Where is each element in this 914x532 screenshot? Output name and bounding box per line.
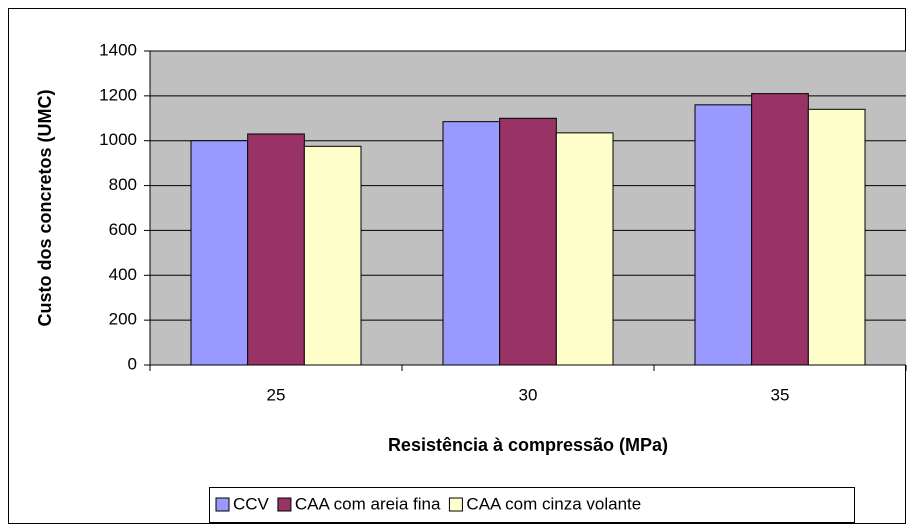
x-tick-label: 35 — [771, 385, 790, 404]
y-tick-label: 600 — [109, 220, 137, 239]
bar — [499, 117, 557, 366]
x-axis-title: Resistência à compressão (MPa) — [388, 435, 668, 455]
x-tick-label: 25 — [267, 385, 286, 404]
bar — [694, 104, 753, 366]
legend-label: CAA com cinza volante — [466, 494, 641, 513]
y-tick-label: 800 — [109, 175, 137, 194]
legend-label: CAA com areia fina — [295, 494, 441, 513]
x-tick-label: 30 — [519, 385, 538, 404]
y-tick-label: 0 — [128, 354, 137, 373]
y-tick-label: 1400 — [99, 40, 137, 59]
bar — [190, 140, 249, 366]
bar — [442, 121, 501, 366]
y-tick-label: 400 — [109, 265, 137, 284]
legend-swatch — [448, 497, 463, 512]
y-tick-label: 1200 — [99, 85, 137, 104]
legend — [209, 487, 855, 523]
legend-swatch — [277, 497, 292, 512]
bar — [555, 132, 614, 366]
bar — [303, 145, 362, 366]
bar — [247, 133, 305, 366]
legend-swatch — [215, 497, 230, 512]
y-axis-title: Custo dos concretos (UMC) — [35, 89, 55, 326]
bar — [807, 108, 866, 366]
legend-label: CCV — [233, 494, 270, 513]
y-tick-label: 200 — [109, 310, 137, 329]
y-tick-label: 1000 — [99, 130, 137, 149]
bar — [751, 93, 809, 366]
